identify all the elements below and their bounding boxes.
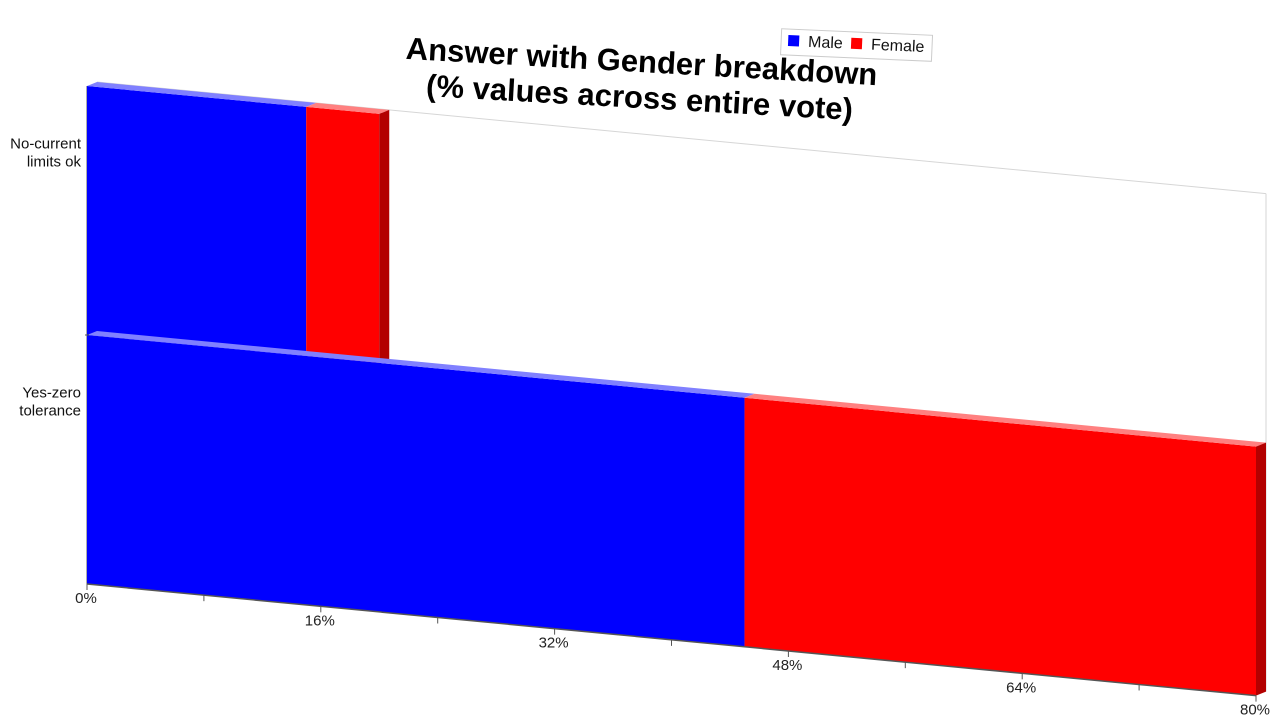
bar-side-female-2 [1256, 442, 1266, 696]
bar-top-male-2 [87, 331, 755, 398]
bar-female-2 [744, 397, 1256, 696]
chart-plot: 0% 16% 32% 48% 64% 80% No-current limits ok Yes… [10, 81, 1270, 719]
x-tick-label: 0% [75, 590, 97, 607]
x-tick-label: 64% [1006, 679, 1036, 696]
bar-top-female-1 [306, 102, 390, 114]
legend-swatch-male [787, 35, 800, 47]
x-tick-label: 32% [539, 635, 569, 652]
bar-top-female-2 [744, 393, 1266, 447]
bar-male-1 [87, 86, 307, 356]
bar-male-2 [87, 335, 745, 647]
x-tick-label: 80% [1240, 702, 1270, 719]
legend-label-male: Male [808, 34, 843, 53]
x-tick-label: 48% [772, 657, 802, 674]
legend: Male Female [780, 28, 934, 62]
bar-top-male-1 [87, 82, 317, 107]
x-tick-label: 16% [305, 612, 335, 629]
category-label: No-current limits ok [10, 135, 82, 170]
category-label: Yes-zero tolerance [19, 384, 81, 419]
bar-female-1 [306, 106, 380, 363]
bar-side-female-1 [379, 109, 390, 363]
legend-swatch-female [850, 37, 863, 50]
legend-label-female: Female [871, 37, 925, 56]
